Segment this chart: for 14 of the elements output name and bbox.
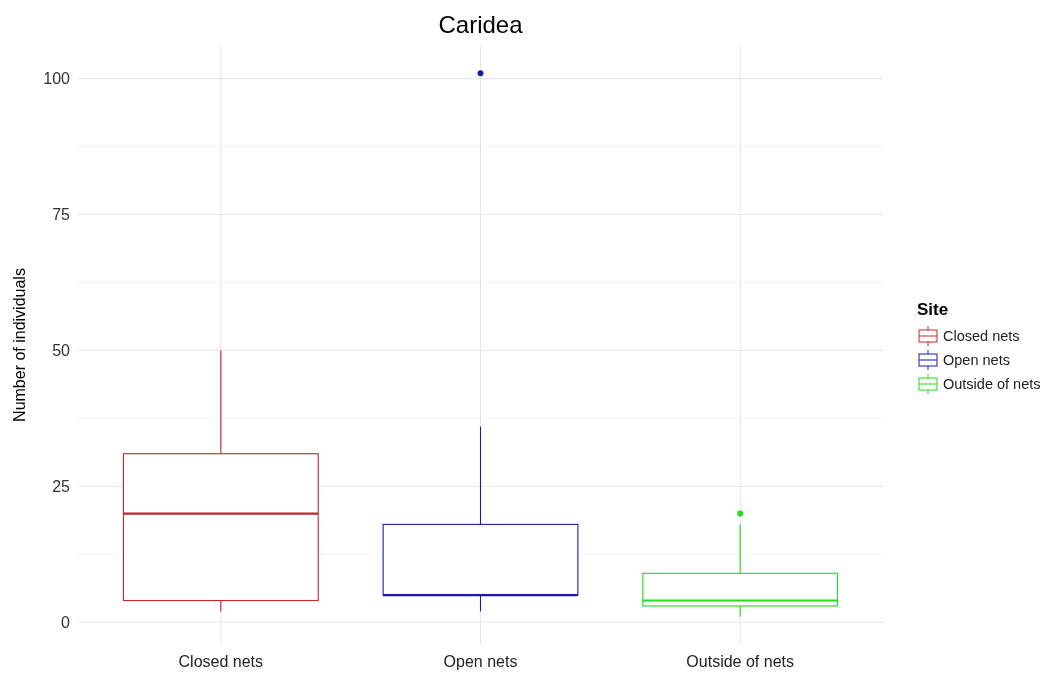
y-tick-label: 25 (52, 477, 71, 495)
legend-title: Site (917, 300, 949, 319)
y-axis-title: Number of individuals (11, 268, 28, 422)
x-tick-label: Open nets (443, 653, 518, 670)
y-tick-label: 100 (43, 70, 71, 88)
legend-label: Outside of nets (943, 376, 1041, 393)
x-tick-label: Closed nets (178, 653, 264, 670)
y-tick-label: 75 (52, 206, 71, 224)
x-tick-label: Outside of nets (686, 653, 794, 670)
legend-label: Open nets (943, 352, 1010, 369)
chart-title: Caridea (438, 11, 524, 38)
legend-label: Closed nets (943, 328, 1020, 345)
y-tick-label: 0 (61, 613, 71, 631)
y-tick-label: 50 (52, 342, 71, 360)
